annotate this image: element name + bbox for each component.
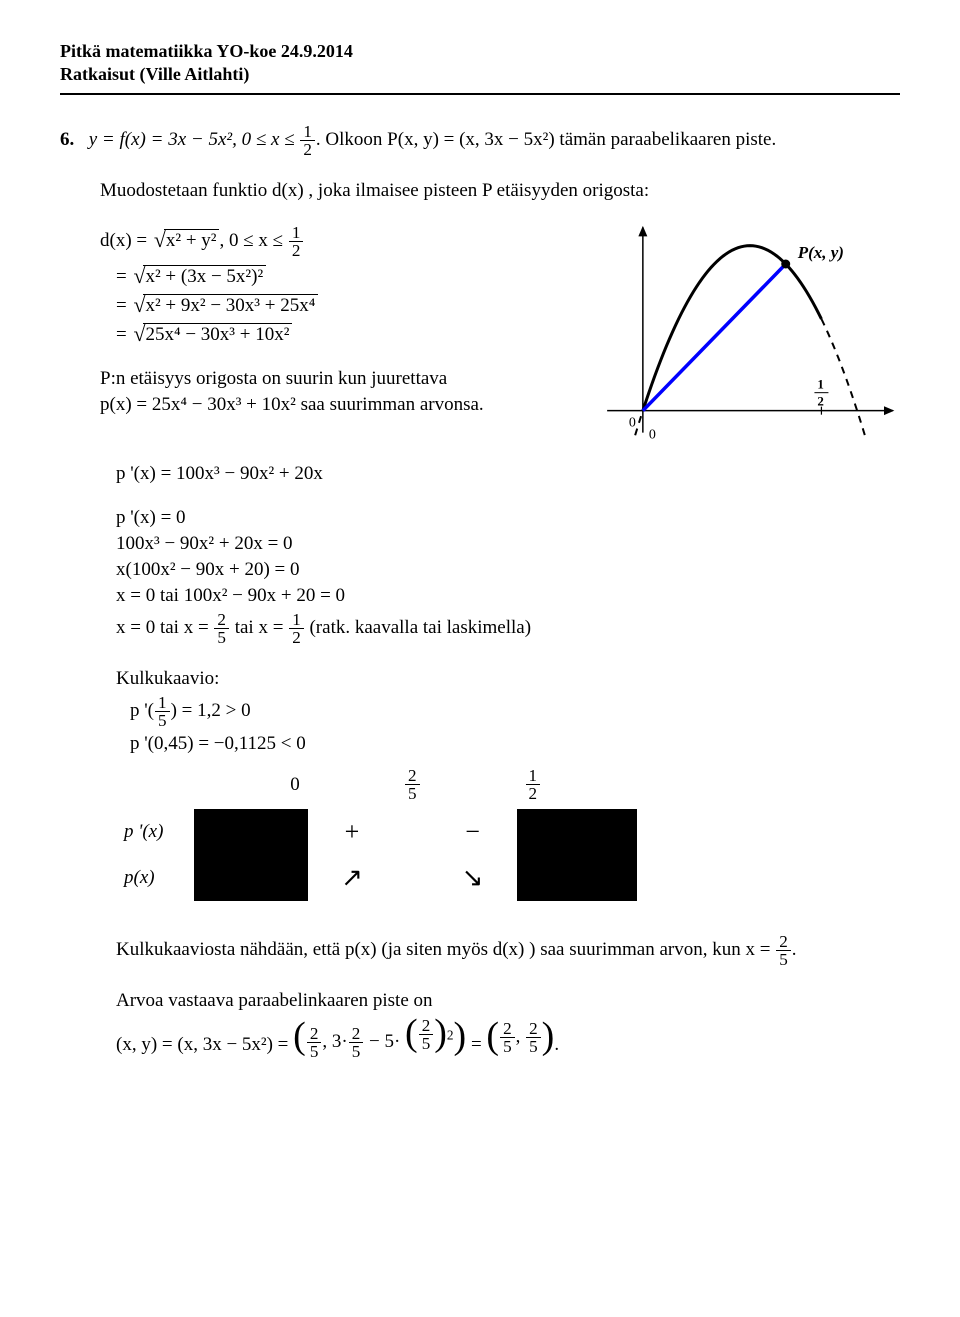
p-text-2: p(x) = 25x⁴ − 30x³ + 10x² saa suurimman … xyxy=(100,394,576,416)
sign-row1-label: p '(x) xyxy=(116,809,194,855)
solve-3: x(100x² − 90x + 20) = 0 xyxy=(116,559,900,581)
sign-col-1: 25 xyxy=(396,761,429,808)
kk-check-2: p '(0,45) = −0,1125 < 0 xyxy=(130,733,900,755)
sign-row2-label: p(x) xyxy=(116,855,194,901)
dist-line-3: = x² + 9x² − 30x³ + 25x⁴ xyxy=(116,292,576,317)
dist-line-1: d(x) = x² + y², 0 ≤ x ≤ 12 xyxy=(100,224,576,259)
page-header: Pitkä matematiikka YO-koe 24.9.2014 Ratk… xyxy=(60,40,900,95)
dist-line-4: = 25x⁴ − 30x³ + 10x² xyxy=(116,321,576,346)
kulkukaavio-title: Kulkukaavio: xyxy=(116,668,900,690)
sign-table-header-row: 0 25 12 xyxy=(116,761,637,808)
sign-row-p: p(x) ↗ ↘ xyxy=(116,855,637,901)
svg-text:2: 2 xyxy=(817,394,824,409)
sign-row1-cell1: + xyxy=(308,809,396,855)
conclusion: Kulkukaaviosta nähdään, että p(x) (ja si… xyxy=(116,933,900,968)
svg-text:0: 0 xyxy=(629,416,636,431)
p-text-1: P:n etäisyys origosta on suurin kun juur… xyxy=(100,368,576,390)
problem-given-lhs: y = f(x) = 3x − 5x², 0 ≤ x ≤ xyxy=(89,129,300,150)
answer-line: (x, y) = (x, 3x − 5x²) = ( 25, 3·25 − 5·… xyxy=(116,1016,900,1060)
parabola-graph: 0 0 1 2 P(x, y) xyxy=(600,220,900,445)
solve-4: x = 0 tai 100x² − 90x + 20 = 0 xyxy=(116,585,900,607)
pprime: p '(x) = 100x³ − 90x² + 20x xyxy=(116,463,900,485)
distance-intro: Muodostetaan funktio d(x) , joka ilmaise… xyxy=(100,180,900,202)
sign-row2-cell2: ↘ xyxy=(429,855,517,901)
solve-1: p '(x) = 0 xyxy=(116,507,900,529)
sign-row1-cell2: − xyxy=(429,809,517,855)
solve-5: x = 0 tai x = 25 tai x = 12 (ratk. kaava… xyxy=(116,611,900,646)
sign-col-0: 0 xyxy=(282,761,308,808)
kk-check-1: p '(15) = 1,2 > 0 xyxy=(130,694,900,729)
svg-text:P(x, y): P(x, y) xyxy=(797,243,844,262)
svg-text:1: 1 xyxy=(817,377,824,392)
problem-statement: 6. y = f(x) = 3x − 5x², 0 ≤ x ≤ 12. Olko… xyxy=(60,123,900,158)
svg-text:0: 0 xyxy=(649,428,656,440)
answer-intro: Arvoa vastaava paraabelinkaaren piste on xyxy=(116,990,900,1012)
sign-row-pprime: p '(x) + − xyxy=(116,809,637,855)
solve-2: 100x³ − 90x² + 20x = 0 xyxy=(116,533,900,555)
problem-number: 6. xyxy=(60,129,84,151)
sign-table: 0 25 12 p '(x) + − p(x) ↗ xyxy=(116,761,637,900)
problem-given-rest: . Olkoon P(x, y) = (x, 3x − 5x²) tämän p… xyxy=(316,129,776,150)
header-line-2: Ratkaisut (Ville Aitlahti) xyxy=(60,63,900,86)
dist-line-2: = x² + (3x − 5x²)² xyxy=(116,263,576,288)
graph-svg: 0 0 1 2 P(x, y) xyxy=(600,220,900,440)
header-line-1: Pitkä matematiikka YO-koe 24.9.2014 xyxy=(60,40,900,63)
sign-row2-cell1: ↗ xyxy=(308,855,396,901)
sign-col-2: 12 xyxy=(517,761,550,808)
